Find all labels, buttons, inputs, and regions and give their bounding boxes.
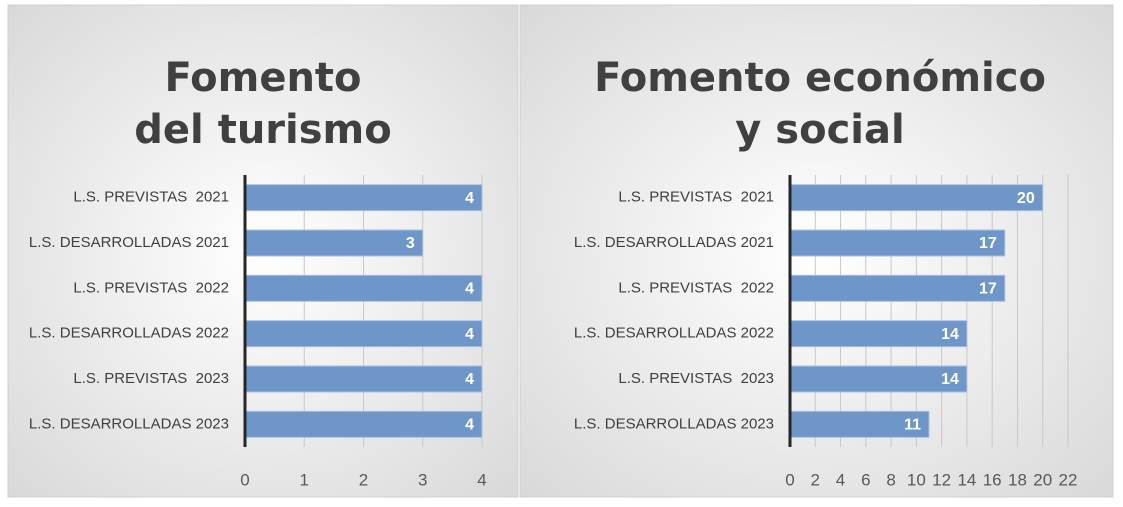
x-tick-label: 3 [418,470,427,489]
x-tick-label: 6 [861,470,870,489]
x-tick-label: 20 [1033,470,1052,489]
y-tick-label: L.S. DESARROLLADAS 2023 [574,415,774,432]
y-tick-label: L.S. PREVISTAS 2021 [73,189,229,206]
y-tick-label: L.S. DESARROLLADAS 2022 [29,325,229,342]
x-tick-label: 16 [983,470,1002,489]
y-tick-label: L.S. PREVISTAS 2022 [618,279,774,296]
bar [244,320,483,348]
x-tick-label: 2 [811,470,820,489]
value-label: 17 [979,235,997,252]
x-tick-label: 12 [932,470,951,489]
y-tick-label: L.S. DESARROLLADAS 2021 [29,234,229,251]
bar [789,274,1006,302]
bar [789,184,1044,212]
x-tick-label: 14 [957,470,976,489]
value-label: 4 [465,281,474,298]
value-label: 3 [406,235,415,252]
value-label: 4 [465,326,474,343]
y-tick-label: L.S. PREVISTAS 2023 [73,370,229,387]
x-tick-label: 2 [359,470,368,489]
bar [789,365,968,393]
value-label: 14 [941,326,959,343]
bar [789,320,968,348]
value-label: 20 [1017,190,1035,207]
x-tick-label: 22 [1059,470,1078,489]
bar [244,410,483,438]
y-tick-label: L.S. DESARROLLADAS 2023 [29,415,229,432]
bar [789,410,930,438]
value-label: 4 [465,371,474,388]
value-label: 11 [904,417,921,434]
y-tick-label: L.S. PREVISTAS 2023 [618,370,774,387]
y-tick-label: L.S. DESARROLLADAS 2022 [574,325,774,342]
x-tick-label: 0 [240,470,249,489]
x-tick-label: 8 [886,470,895,489]
x-tick-label: 1 [300,470,309,489]
x-tick-label: 0 [785,470,794,489]
x-tick-label: 10 [907,470,926,489]
bar [244,274,483,302]
bar [244,365,483,393]
x-tick-label: 4 [836,470,845,489]
chart-title: Fomento del turismo [134,55,392,153]
x-tick-label: 4 [477,470,486,489]
chart-title: Fomento económico y social [594,55,1046,153]
value-label: 14 [941,371,959,388]
value-label: 4 [465,190,474,207]
y-tick-label: L.S. DESARROLLADAS 2021 [574,234,774,251]
bar [244,229,424,257]
y-tick-label: L.S. PREVISTAS 2022 [73,279,229,296]
bar [244,184,483,212]
bar [789,229,1006,257]
value-label: 4 [465,417,474,434]
y-tick-label: L.S. PREVISTAS 2021 [618,189,774,206]
value-label: 17 [979,281,997,298]
x-tick-label: 18 [1008,470,1027,489]
